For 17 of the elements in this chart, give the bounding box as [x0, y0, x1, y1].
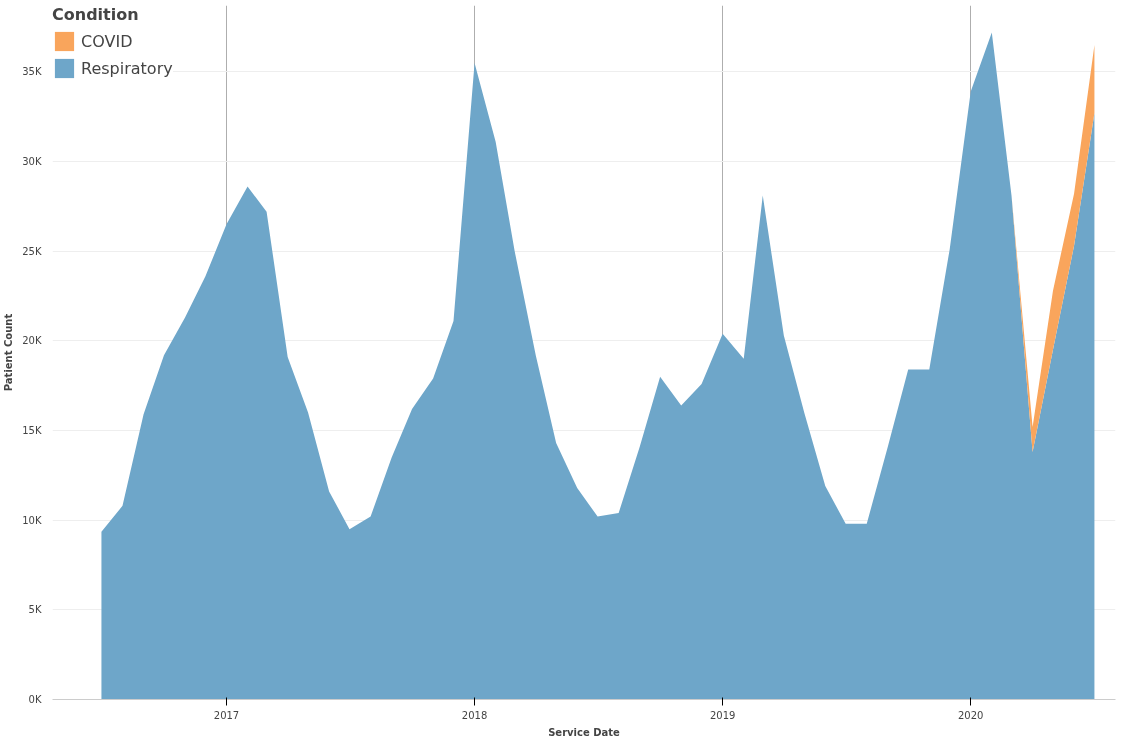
legend-title: Condition: [52, 5, 140, 24]
y-tick-label: 15K: [22, 425, 42, 437]
y-tick-label: 35K: [22, 66, 42, 78]
x-tick-label: 2017: [213, 709, 240, 721]
legend-label: Respiratory: [81, 58, 173, 78]
y-tick-label: 5K: [28, 604, 42, 616]
y-tick-label: 10K: [22, 514, 42, 526]
x-tick-label: 2018: [461, 709, 488, 721]
x-axis-title: Service Date: [548, 726, 621, 738]
y-tick-label: 20K: [22, 335, 42, 347]
x-tick-label: 2020: [958, 709, 984, 721]
y-axis-title: Patient Count: [3, 313, 15, 392]
y-tick-label: 25K: [22, 245, 42, 257]
x-tick-label: 2019: [709, 709, 736, 721]
y-tick-label: 30K: [22, 156, 42, 168]
legend-label: COVID: [81, 31, 133, 51]
y-tick-label: 0K: [28, 694, 42, 705]
